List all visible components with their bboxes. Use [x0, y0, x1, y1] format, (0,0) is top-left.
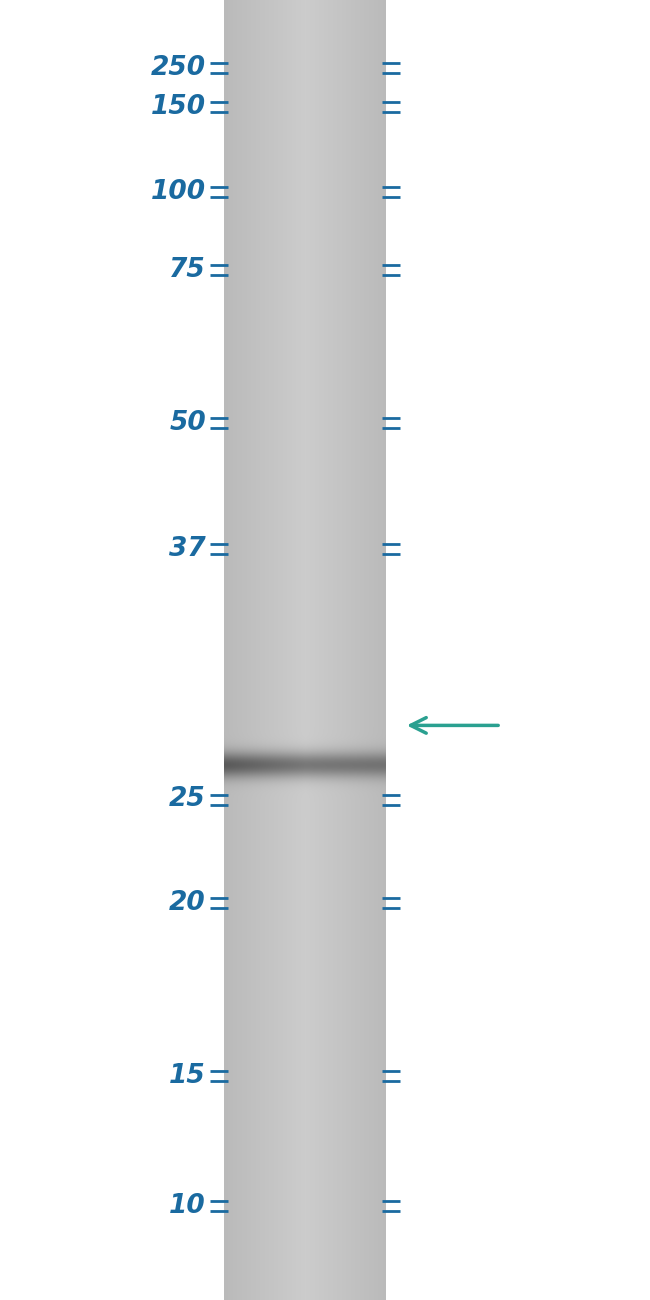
Text: 100: 100 [151, 179, 206, 205]
Text: 37: 37 [169, 536, 206, 562]
Text: 10: 10 [169, 1193, 206, 1219]
Text: 20: 20 [169, 891, 206, 916]
Text: 15: 15 [169, 1063, 206, 1089]
Text: 250: 250 [151, 55, 206, 81]
Text: 150: 150 [151, 94, 206, 120]
Text: 25: 25 [169, 786, 206, 812]
Text: 75: 75 [169, 257, 206, 283]
Text: 50: 50 [169, 410, 206, 436]
